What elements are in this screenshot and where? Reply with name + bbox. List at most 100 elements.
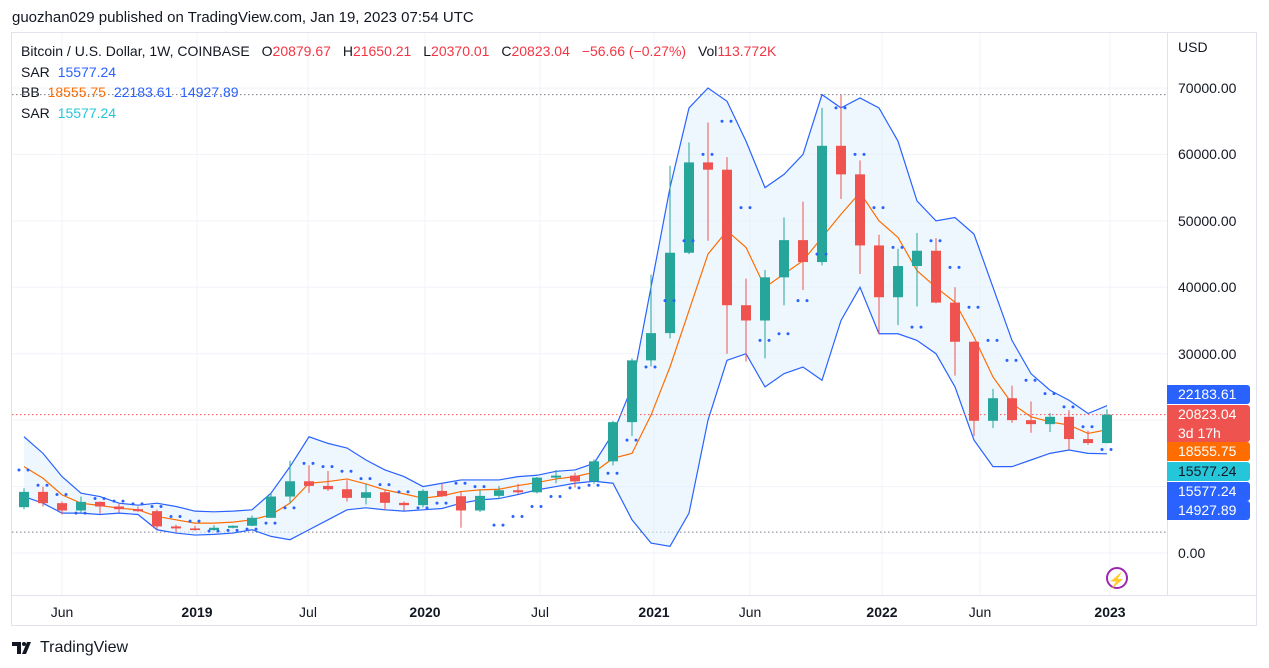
sar-dot — [264, 521, 268, 525]
legend-bb[interactable]: BB 18555.75 22183.61 14927.89 — [21, 82, 784, 103]
publish-info: guozhan029 published on TradingView.com,… — [12, 9, 474, 26]
candle-body — [988, 398, 998, 421]
sar-dot — [910, 325, 914, 329]
sar-dot — [112, 499, 116, 503]
sar-dot — [235, 528, 239, 532]
badge-value: 15577.24 — [1178, 463, 1237, 479]
legend-sar2[interactable]: SAR 15577.24 — [21, 103, 784, 124]
candle-body — [874, 245, 884, 298]
time-tick: 2021 — [638, 604, 670, 620]
time-tick: Jun — [738, 604, 762, 620]
candle-body — [893, 266, 903, 298]
sar-dot — [758, 338, 762, 342]
sar-dot — [444, 501, 448, 505]
sar2-label: SAR — [21, 104, 50, 121]
sar-dot — [995, 338, 999, 342]
candle-body — [19, 491, 29, 508]
bb-basis-value: 18555.75 — [47, 84, 106, 100]
brand-name: TradingView — [40, 639, 129, 656]
sar-dot — [644, 365, 648, 369]
sar-dot — [473, 485, 477, 489]
candle-body — [665, 252, 675, 334]
time-tick: Jun — [50, 604, 74, 620]
sar-dot — [938, 239, 942, 243]
change-value: −56.66 (−0.27%) — [581, 43, 687, 59]
bar-countdown: 3d 17h — [1178, 425, 1221, 441]
sar-dot — [425, 506, 429, 510]
candle-body — [855, 174, 865, 246]
candle-body — [836, 145, 846, 175]
sar-dot — [416, 506, 420, 510]
sar-dot — [121, 499, 125, 503]
candle-body — [171, 526, 181, 529]
sar-dot — [140, 502, 144, 506]
candle-body — [1064, 416, 1074, 440]
sar-dot — [64, 493, 68, 497]
price-badge: 15577.24 — [1167, 482, 1250, 501]
sar-dot — [615, 471, 619, 475]
sar-dot — [340, 469, 344, 473]
sar-dot — [520, 514, 524, 518]
sar-dot — [539, 505, 543, 508]
candle-body — [570, 475, 580, 482]
sar-dot — [378, 483, 382, 487]
sar-dot — [330, 465, 334, 469]
sar-dot — [862, 152, 866, 156]
sar-dot — [596, 483, 600, 487]
chart-frame — [11, 32, 1257, 626]
sar-dot — [159, 505, 163, 508]
sar-dot — [74, 511, 78, 515]
price-axis[interactable] — [1167, 32, 1258, 595]
sar-dot — [1043, 392, 1047, 396]
lightning-icon[interactable]: ⚡ — [1106, 567, 1128, 589]
time-axis[interactable] — [11, 595, 1257, 627]
legend-sar1[interactable]: SAR 15577.24 — [21, 62, 784, 83]
open-label: O — [261, 43, 273, 59]
sar-dot — [311, 461, 315, 465]
sar-dot — [226, 528, 230, 532]
bb-upper-line — [23, 87, 1108, 513]
candle-body — [722, 169, 732, 306]
candle-body — [456, 496, 466, 511]
candle-body — [627, 360, 637, 423]
sar1-value: 15577.24 — [57, 63, 117, 80]
price-tick: 30000.00 — [1178, 345, 1237, 362]
candle-body — [285, 481, 295, 497]
candle-body — [437, 490, 447, 497]
candle-body — [513, 490, 523, 493]
time-tick: Jul — [299, 604, 317, 620]
price-chart[interactable] — [0, 0, 1167, 595]
sar-dot — [805, 299, 809, 303]
sar-dot — [501, 523, 505, 527]
symbol-title[interactable]: Bitcoin / U.S. Dollar, 1W, COINBASE — [21, 43, 250, 59]
candle-body — [380, 492, 390, 503]
time-tick: Jul — [531, 604, 549, 620]
sar-dot — [720, 119, 724, 123]
sar-dot — [843, 106, 847, 110]
sar-dot — [245, 527, 249, 531]
price-badge: 22183.61 — [1167, 385, 1250, 404]
sar-dot — [663, 299, 667, 303]
sar-dot — [701, 152, 705, 156]
candle-body — [133, 509, 143, 512]
sar-dot — [273, 521, 277, 525]
candle-body — [703, 162, 713, 170]
sar-dot — [824, 252, 828, 256]
price-tick: 0.00 — [1178, 545, 1206, 561]
close-label: C — [501, 43, 512, 59]
tradingview-logo-icon — [12, 642, 31, 654]
sar-dot — [1014, 358, 1018, 362]
sar-dot — [197, 519, 201, 523]
sar-dot — [558, 495, 562, 499]
sar-dot — [986, 338, 990, 342]
sar1-label: SAR — [21, 63, 50, 80]
candle-body — [551, 475, 561, 478]
bb-lower-value: 14927.89 — [180, 84, 239, 100]
time-tick: 2022 — [866, 604, 898, 620]
sar-dot — [463, 481, 467, 485]
sar-dot — [729, 119, 733, 123]
candle-body — [190, 528, 200, 531]
sar-dot — [1100, 448, 1104, 452]
sar-dot — [577, 486, 581, 490]
candle-body — [798, 240, 808, 263]
